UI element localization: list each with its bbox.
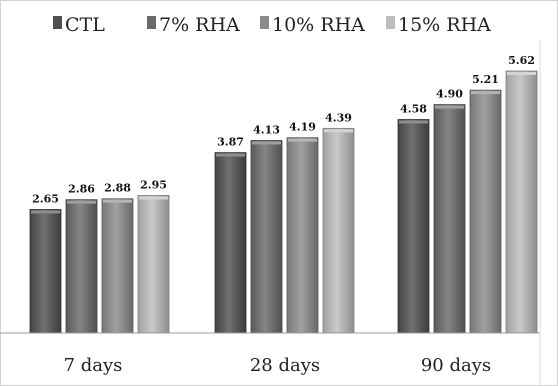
bar-ctl-90-days [397,119,430,334]
bar-cap-7-rha-28-days [252,141,281,145]
category-labels: 7 days 28 days 90 days [64,355,492,376]
bar-7-rha-7-days [65,199,98,334]
bar-cap-7-rha-7-days [67,200,96,204]
bar-ctl-28-days [214,152,247,334]
bar-cap-15-rha-7-days [139,196,168,200]
bar-cap-10-rha-28-days [288,138,317,142]
legend-swatch-7-rha [147,16,156,29]
value-label-15-rha-90-days: 5.62 [508,54,535,67]
bar-cap-10-rha-90-days [471,91,500,95]
legend-swatch-15-rha [386,16,395,29]
bar-cap-7-rha-90-days [435,105,464,109]
legend-label-10-rha: 10% RHA [272,14,365,36]
value-label-15-rha-7-days: 2.95 [140,178,167,191]
legend-swatch-ctl [53,16,62,29]
bar-15-rha-7-days [137,195,170,334]
value-label-10-rha-28-days: 4.19 [289,121,316,134]
bar-ctl-7-days [29,209,62,334]
value-label-7-rha-28-days: 4.13 [253,123,280,136]
value-label-10-rha-90-days: 5.21 [472,73,499,86]
value-label-7-rha-7-days: 2.86 [68,183,95,196]
legend-label-7-rha: 7% RHA [159,14,240,36]
legend-label-ctl: CTL [65,14,105,36]
bar-10-rha-90-days [469,89,502,334]
value-label-15-rha-28-days: 4.39 [325,111,352,124]
value-label-10-rha-7-days: 2.88 [104,182,131,195]
category-label-28-days: 28 days [250,355,320,376]
bar-cap-ctl-28-days [216,153,245,157]
bar-7-rha-90-days [433,104,466,334]
bar-10-rha-28-days [286,137,319,334]
value-label-ctl-7-days: 2.65 [32,192,59,205]
bar-cap-15-rha-90-days [507,72,536,75]
value-label-7-rha-90-days: 4.90 [436,88,463,101]
value-label-ctl-90-days: 4.58 [400,102,427,115]
bar-cap-ctl-90-days [399,120,428,124]
bar-cap-10-rha-7-days [103,199,132,203]
bar-15-rha-90-days [505,70,538,334]
category-label-7-days: 7 days [64,355,123,376]
category-label-90-days: 90 days [421,355,491,376]
bar-cap-ctl-7-days [31,210,60,214]
value-label-ctl-28-days: 3.87 [217,136,244,149]
legend: CTL 7% RHA 10% RHA 15% RHA [53,14,491,36]
legend-label-15-rha: 15% RHA [398,14,491,36]
bar-cap-15-rha-28-days [324,129,353,133]
bar-15-rha-28-days [322,127,355,334]
legend-swatch-10-rha [260,16,269,29]
bar-7-rha-28-days [250,140,283,334]
bar-10-rha-7-days [101,198,134,334]
bar-group: 2.65 2.86 2.88 2.95 3.87 4.13 4.19 4.39 4.58 4.90… [29,54,538,334]
